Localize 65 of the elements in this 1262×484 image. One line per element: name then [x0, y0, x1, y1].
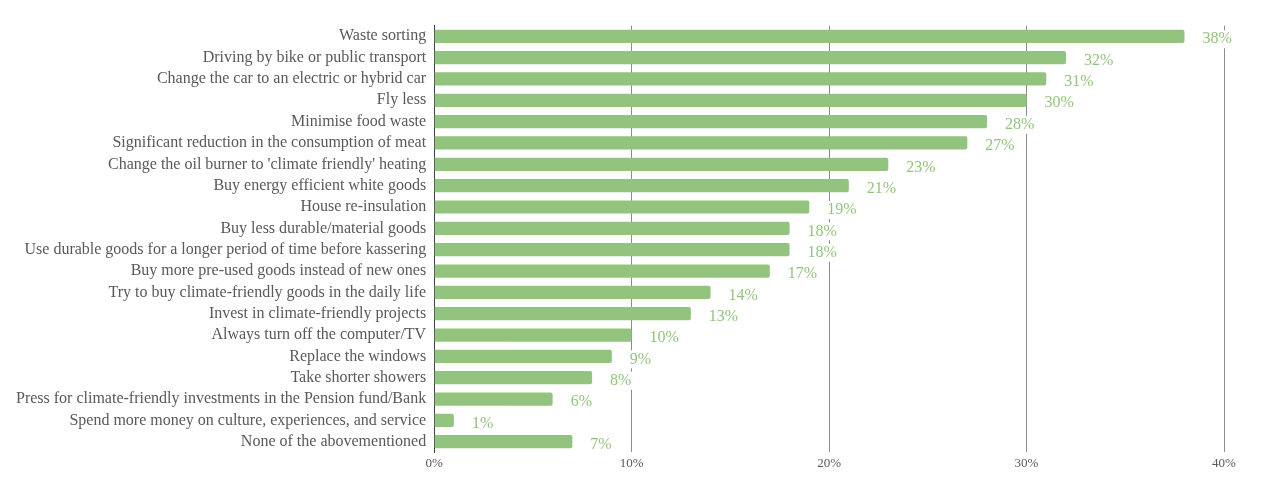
bar [434, 136, 968, 150]
bar [434, 179, 849, 193]
y-tick-label: Change the car to an electric or hybrid car [156, 69, 427, 88]
data-label: 31% [1064, 72, 1094, 90]
data-label: 7% [590, 434, 612, 452]
data-label: 27% [985, 136, 1015, 154]
bar [434, 413, 454, 428]
x-tick-label: 40% [1212, 454, 1237, 470]
data-label: 8% [610, 370, 632, 388]
x-tick-label: 20% [817, 454, 842, 470]
data-label: 1% [471, 413, 494, 431]
y-tick-label: Replace the windows [289, 346, 427, 365]
bar [434, 435, 573, 449]
bar [434, 221, 790, 235]
bar [434, 93, 1027, 107]
bar [434, 72, 1047, 86]
data-label: 28% [1005, 114, 1035, 132]
data-label: 14% [728, 285, 758, 303]
data-label: 18% [807, 242, 837, 260]
bar [434, 392, 553, 406]
y-tick-label: Press for climate-friendly investments in the Pension fund/Bank [15, 389, 427, 408]
data-label: 38% [1202, 29, 1232, 47]
bar [434, 29, 1185, 43]
data-label: 19% [827, 200, 857, 218]
y-tick-label: Buy less durable/material goods [220, 218, 427, 237]
data-label: 13% [708, 306, 739, 324]
y-tick-label: Driving by bike or public transport [202, 47, 427, 66]
bar [434, 328, 632, 342]
bar [434, 285, 711, 299]
data-label: 18% [807, 221, 837, 239]
data-label: 6% [570, 392, 592, 410]
x-tick-label: 10% [619, 454, 644, 470]
y-tick-label: Use durable goods for a longer period of time before kassering [24, 239, 427, 258]
y-tick-label: Buy energy efficient white goods [213, 175, 427, 194]
bar [434, 307, 691, 321]
data-label: 9% [629, 349, 652, 367]
data-label: 30% [1044, 93, 1074, 111]
data-label: 17% [787, 264, 818, 282]
y-tick-label: Always turn off the computer/TV [211, 325, 427, 344]
bar [434, 157, 889, 171]
bar [434, 51, 1067, 65]
y-tick-label: Take shorter showers [290, 367, 427, 385]
y-tick-label: Invest in climate-friendly projects [208, 303, 427, 322]
x-tick-label: 0% [425, 454, 443, 470]
bar [434, 243, 790, 257]
y-tick-label: Minimise food waste [291, 111, 427, 129]
y-tick-label: Buy more pre-used goods instead of new ones [130, 261, 427, 280]
bar [434, 115, 988, 129]
data-label: 21% [866, 178, 897, 196]
y-tick-label: Significant reduction in the consumption of meat [112, 133, 427, 152]
bar [434, 371, 593, 385]
bar [434, 349, 612, 363]
y-tick-label: Waste sorting [339, 26, 427, 45]
y-tick-label: Spend more money on culture, experiences, and service [69, 410, 427, 429]
x-tick-label: 30% [1014, 454, 1039, 470]
bar [434, 264, 770, 278]
data-label: 23% [906, 157, 936, 175]
y-tick-label: Fly less [376, 90, 427, 109]
y-tick-label: None of the abovementioned [240, 431, 427, 449]
y-tick-label: Change the oil burner to 'climate friendly' heating [108, 154, 427, 173]
bar [434, 200, 810, 214]
data-label: 32% [1084, 50, 1114, 68]
y-tick-label: House re-insulation [300, 197, 427, 215]
y-tick-label: Try to buy climate-friendly goods in the daily life [108, 282, 427, 301]
data-label: 10% [649, 328, 679, 346]
